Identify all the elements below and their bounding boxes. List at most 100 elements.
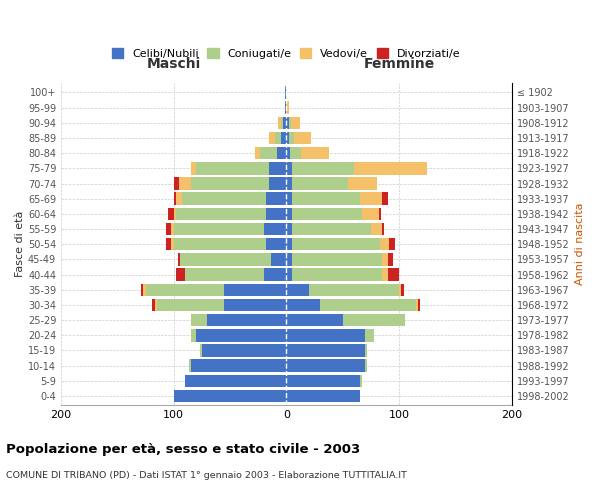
Bar (179, 178, 191, 190)
Bar (292, 238, 380, 250)
Bar (354, 162, 427, 174)
Bar (172, 223, 173, 235)
Bar (269, 162, 286, 174)
Bar (286, 390, 359, 402)
Bar (283, 116, 286, 129)
Bar (269, 178, 286, 190)
Bar (382, 268, 388, 281)
Bar (286, 329, 365, 342)
Bar (202, 344, 286, 356)
Bar (196, 329, 286, 342)
Bar (292, 192, 359, 205)
Bar (286, 102, 289, 114)
Y-axis label: Fasce di età: Fasce di età (15, 211, 25, 278)
Bar (269, 132, 275, 144)
Bar (176, 208, 266, 220)
Bar (286, 208, 292, 220)
Bar (224, 284, 286, 296)
Bar (185, 268, 264, 281)
Bar (292, 253, 382, 266)
Bar (281, 116, 283, 129)
Text: COMUNE DI TRIBANO (PD) - Dati ISTAT 1° gennaio 2003 - Elaborazione TUTTITALIA.IT: COMUNE DI TRIBANO (PD) - Dati ISTAT 1° g… (6, 470, 407, 480)
Text: Femmine: Femmine (364, 57, 434, 71)
Y-axis label: Anni di nascita: Anni di nascita (575, 203, 585, 285)
Bar (157, 298, 224, 311)
Bar (152, 298, 155, 311)
Bar (286, 238, 292, 250)
Bar (343, 314, 404, 326)
Bar (286, 374, 359, 387)
Bar (362, 208, 379, 220)
Bar (277, 147, 286, 160)
Bar (286, 268, 292, 281)
Bar (182, 192, 266, 205)
Bar (399, 284, 401, 296)
Bar (359, 192, 382, 205)
Bar (292, 162, 354, 174)
Bar (359, 374, 362, 387)
Bar (178, 253, 181, 266)
Bar (281, 132, 286, 144)
Bar (173, 223, 264, 235)
Bar (365, 329, 374, 342)
Bar (309, 284, 399, 296)
Bar (389, 238, 395, 250)
Bar (388, 268, 399, 281)
Bar (382, 253, 388, 266)
Bar (271, 253, 286, 266)
Bar (379, 208, 381, 220)
Bar (286, 344, 365, 356)
Bar (191, 162, 196, 174)
Bar (255, 147, 260, 160)
Bar (278, 116, 281, 129)
Bar (285, 102, 286, 114)
Bar (191, 178, 269, 190)
Bar (416, 298, 418, 311)
Bar (191, 360, 286, 372)
Bar (286, 162, 292, 174)
Bar (143, 284, 146, 296)
Bar (286, 132, 289, 144)
Bar (286, 360, 365, 372)
Bar (191, 314, 208, 326)
Bar (418, 298, 421, 311)
Bar (172, 238, 173, 250)
Bar (260, 147, 277, 160)
Bar (286, 298, 320, 311)
Bar (320, 298, 416, 311)
Bar (382, 223, 385, 235)
Bar (286, 314, 343, 326)
Bar (349, 178, 377, 190)
Bar (286, 223, 292, 235)
Bar (196, 162, 269, 174)
Bar (166, 223, 172, 235)
Bar (291, 116, 300, 129)
Bar (365, 344, 367, 356)
Bar (264, 223, 286, 235)
Bar (173, 178, 179, 190)
Bar (166, 238, 172, 250)
Bar (286, 284, 309, 296)
Bar (292, 178, 349, 190)
Bar (185, 374, 286, 387)
Bar (173, 238, 266, 250)
Bar (176, 268, 185, 281)
Bar (285, 86, 286, 99)
Bar (382, 192, 388, 205)
Bar (190, 360, 191, 372)
Text: Popolazione per età, sesso e stato civile - 2003: Popolazione per età, sesso e stato civil… (6, 442, 360, 456)
Bar (292, 208, 362, 220)
Bar (224, 298, 286, 311)
Bar (371, 223, 382, 235)
Bar (292, 268, 382, 281)
Bar (286, 178, 292, 190)
Bar (286, 192, 292, 205)
Bar (176, 192, 182, 205)
Legend: Celibi/Nubili, Coniugati/e, Vedovi/e, Divorziati/e: Celibi/Nubili, Coniugati/e, Vedovi/e, Di… (107, 44, 465, 63)
Bar (380, 238, 389, 250)
Bar (208, 314, 286, 326)
Bar (286, 116, 289, 129)
Bar (168, 208, 173, 220)
Bar (294, 132, 311, 144)
Bar (181, 253, 271, 266)
